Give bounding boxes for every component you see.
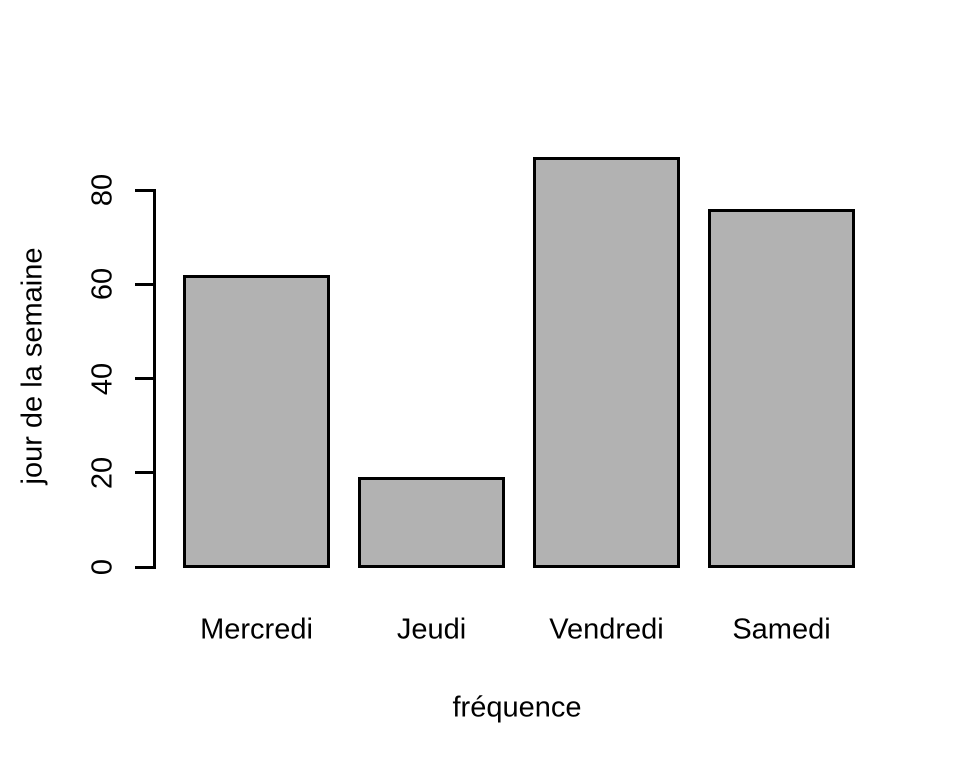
y-tick-label: 80 [86,173,119,207]
y-tick-label: 0 [86,558,119,576]
y-tick-mark [135,565,153,569]
bar-jeudi [358,477,505,569]
y-axis-line [153,188,156,569]
x-category-label-jeudi: Jeudi [396,613,467,646]
y-tick-mark [135,188,153,192]
y-tick-mark [135,377,153,380]
y-axis-title: jour de la semaine [16,247,49,485]
y-tick-label: 20 [86,456,119,489]
bar-samedi [708,208,855,569]
y-tick-label: 60 [86,268,119,301]
bar-vendredi [533,157,680,569]
bar-mercredi [183,274,330,569]
x-category-label-vendredi: Vendredi [549,613,664,646]
x-category-label-samedi: Samedi [732,613,831,646]
y-tick-label: 40 [86,362,119,395]
x-category-label-mercredi: Mercredi [200,613,313,646]
y-tick-mark [135,471,153,475]
y-tick-mark [135,282,153,286]
x-axis-title: fréquence [452,691,582,724]
